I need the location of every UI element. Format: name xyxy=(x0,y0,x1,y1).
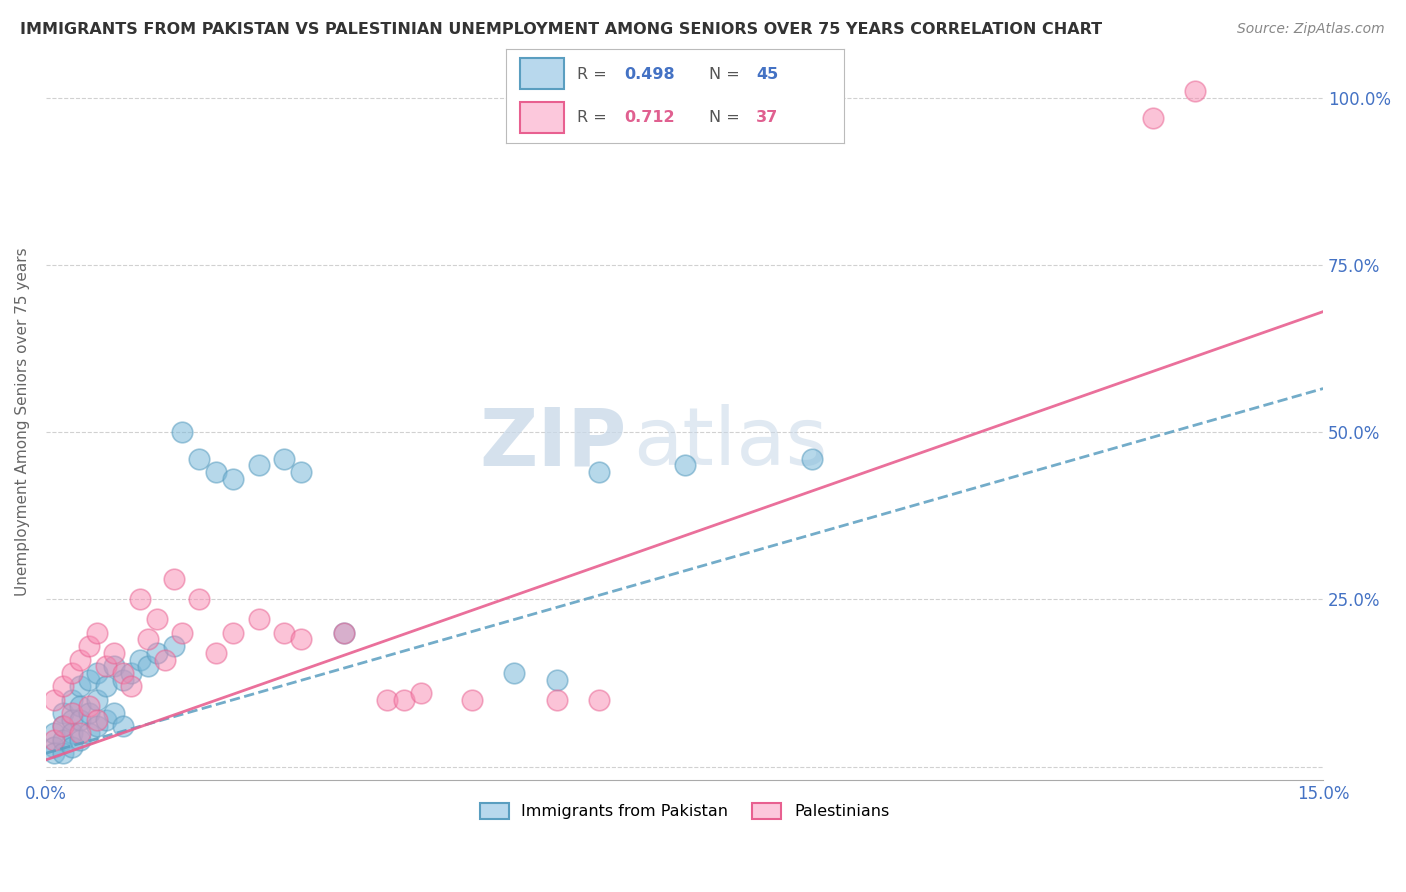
Point xyxy=(103,659,125,673)
Point xyxy=(52,746,75,760)
Point xyxy=(60,739,83,754)
Point xyxy=(86,719,108,733)
Point xyxy=(52,679,75,693)
Point xyxy=(273,451,295,466)
Point xyxy=(60,713,83,727)
Point xyxy=(86,692,108,706)
Point xyxy=(172,625,194,640)
Point xyxy=(546,673,568,687)
Point xyxy=(205,646,228,660)
Text: atlas: atlas xyxy=(634,404,828,483)
Point xyxy=(69,699,91,714)
Point xyxy=(69,713,91,727)
Point xyxy=(128,652,150,666)
Point xyxy=(290,632,312,647)
Text: 45: 45 xyxy=(756,67,778,82)
Point xyxy=(69,732,91,747)
Point xyxy=(103,706,125,720)
Point xyxy=(333,625,356,640)
Point xyxy=(69,679,91,693)
Point xyxy=(333,625,356,640)
Point xyxy=(86,625,108,640)
Point xyxy=(60,692,83,706)
Point xyxy=(588,692,610,706)
Point xyxy=(247,612,270,626)
Point xyxy=(94,713,117,727)
Text: IMMIGRANTS FROM PAKISTAN VS PALESTINIAN UNEMPLOYMENT AMONG SENIORS OVER 75 YEARS: IMMIGRANTS FROM PAKISTAN VS PALESTINIAN … xyxy=(20,22,1102,37)
Point xyxy=(111,719,134,733)
Point xyxy=(205,465,228,479)
Point xyxy=(1142,111,1164,125)
Point xyxy=(247,458,270,473)
Text: R =: R = xyxy=(576,110,612,125)
Point xyxy=(392,692,415,706)
Point xyxy=(44,746,66,760)
Point xyxy=(69,652,91,666)
Point xyxy=(103,646,125,660)
Point xyxy=(52,706,75,720)
Point xyxy=(128,592,150,607)
Text: ZIP: ZIP xyxy=(479,404,627,483)
Point xyxy=(44,726,66,740)
Text: 37: 37 xyxy=(756,110,778,125)
Point xyxy=(52,732,75,747)
Point xyxy=(172,425,194,439)
Legend: Immigrants from Pakistan, Palestinians: Immigrants from Pakistan, Palestinians xyxy=(474,797,896,826)
Bar xyxy=(520,103,564,134)
Point xyxy=(77,639,100,653)
Point xyxy=(188,592,211,607)
Point xyxy=(77,726,100,740)
Text: R =: R = xyxy=(576,67,612,82)
Text: 0.498: 0.498 xyxy=(624,67,675,82)
Point xyxy=(1184,84,1206,98)
Y-axis label: Unemployment Among Seniors over 75 years: Unemployment Among Seniors over 75 years xyxy=(15,248,30,597)
Text: N =: N = xyxy=(709,110,745,125)
Point xyxy=(460,692,482,706)
Point xyxy=(546,692,568,706)
Point xyxy=(44,739,66,754)
Point xyxy=(52,719,75,733)
Point xyxy=(60,726,83,740)
Point xyxy=(77,699,100,714)
Text: N =: N = xyxy=(709,67,745,82)
Point xyxy=(120,665,142,680)
Point xyxy=(801,451,824,466)
Point xyxy=(77,673,100,687)
Point xyxy=(375,692,398,706)
Point xyxy=(44,692,66,706)
Point xyxy=(94,659,117,673)
Text: 0.712: 0.712 xyxy=(624,110,675,125)
Point xyxy=(163,639,186,653)
Point xyxy=(86,665,108,680)
Point xyxy=(120,679,142,693)
Point xyxy=(60,665,83,680)
Point xyxy=(153,652,176,666)
Point xyxy=(163,572,186,586)
Point xyxy=(94,679,117,693)
Point xyxy=(588,465,610,479)
Point xyxy=(86,713,108,727)
Point xyxy=(409,686,432,700)
Point xyxy=(145,612,167,626)
Point xyxy=(503,665,526,680)
Point xyxy=(673,458,696,473)
Point xyxy=(111,665,134,680)
Bar xyxy=(520,59,564,89)
Point xyxy=(290,465,312,479)
Text: Source: ZipAtlas.com: Source: ZipAtlas.com xyxy=(1237,22,1385,37)
Point xyxy=(111,673,134,687)
Point xyxy=(69,726,91,740)
Point xyxy=(60,706,83,720)
Point xyxy=(222,625,245,640)
Point xyxy=(136,632,159,647)
Point xyxy=(188,451,211,466)
Point xyxy=(44,732,66,747)
Point xyxy=(145,646,167,660)
Point xyxy=(136,659,159,673)
Point xyxy=(222,472,245,486)
Point xyxy=(52,719,75,733)
Point xyxy=(273,625,295,640)
Point xyxy=(77,706,100,720)
